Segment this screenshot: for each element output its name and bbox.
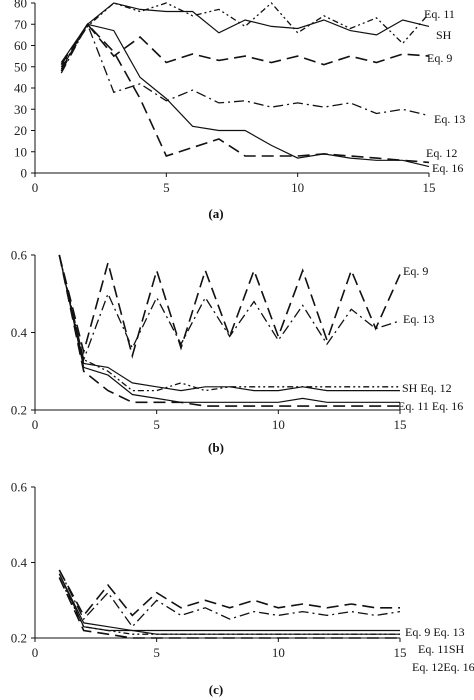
y-tick-label: 0.6 xyxy=(11,248,28,263)
series-line-eq-11 xyxy=(60,2,430,68)
x-tick-label: 10 xyxy=(272,417,285,432)
plot-a: 0 10 20 30 40 50 60 70 80 0 5 10 15 xyxy=(14,0,436,195)
series-line-sh xyxy=(58,254,400,392)
panel-a-label: (a) xyxy=(208,206,223,221)
series-line-eq-9 xyxy=(58,569,400,617)
x-tick-label: 5 xyxy=(153,417,160,432)
legend-b-eq13: Eq. 13 xyxy=(403,312,434,326)
series-line-eq-9 xyxy=(60,22,430,72)
series-line-eq-16 xyxy=(58,254,400,407)
legend-c-eq11-sh: Eq. 11SH xyxy=(418,642,465,656)
legend-a-eq13: Eq. 13 xyxy=(434,112,465,126)
series-line-eq-13 xyxy=(58,254,401,362)
y-tick-label: 40 xyxy=(14,81,27,96)
series-line-eq-16 xyxy=(60,23,430,168)
series-line-eq-13 xyxy=(58,569,401,628)
y-tick-label: 0.4 xyxy=(11,555,28,570)
x-tick-label: 5 xyxy=(163,180,170,195)
legend-c-eq12-eq16: Eq. 12Eq. 16 xyxy=(412,660,474,674)
plot-c: 0.2 0.4 0.6 0 5 10 15 xyxy=(11,480,407,661)
x-tick-label: 15 xyxy=(423,180,436,195)
panel-b: 0.2 0.4 0.6 0 5 10 15 Eq. 9 Eq. 13 SH Eq. 12 E… xyxy=(11,248,463,456)
x-tick-label: 0 xyxy=(32,417,39,432)
series-line-eq-11 xyxy=(58,254,400,403)
y-tick-label: 0.2 xyxy=(11,631,27,646)
panel-b-label: (b) xyxy=(208,440,224,455)
y-tick-label: 0.2 xyxy=(11,403,27,418)
series-line-eq-11 xyxy=(58,573,400,632)
series-line-eq-13 xyxy=(60,22,430,117)
legend-b-sh-eq12: SH Eq. 12 xyxy=(402,381,452,395)
legend-a-sh: SH xyxy=(436,28,452,42)
y-tick-label: 80 xyxy=(14,0,27,11)
panel-c-label: (c) xyxy=(209,682,223,697)
y-tick-label: 20 xyxy=(14,123,27,138)
legend-b-eq9: Eq. 9 xyxy=(403,264,428,278)
x-tick-label: 15 xyxy=(394,645,407,660)
y-tick-label: 70 xyxy=(14,17,27,32)
y-tick-label: 30 xyxy=(14,102,27,117)
x-tick-label: 10 xyxy=(291,180,304,195)
legend-a-eq9: Eq. 9 xyxy=(427,51,452,65)
y-tick-label: 60 xyxy=(14,38,27,53)
panel-c: 0.2 0.4 0.6 0 5 10 15 Eq. 9 Eq. 13 Eq. 11SH Eq… xyxy=(11,480,474,698)
legend-a-eq16: Eq. 16 xyxy=(432,161,463,175)
series-line-sh xyxy=(60,2,430,70)
x-tick-label: 5 xyxy=(153,645,160,660)
plot-b: 0.2 0.4 0.6 0 5 10 15 xyxy=(11,248,407,433)
legend-c-eq9-eq13: Eq. 9 Eq. 13 xyxy=(405,625,465,639)
x-tick-label: 15 xyxy=(394,417,407,432)
x-tick-label: 0 xyxy=(32,180,39,195)
y-tick-label: 0.6 xyxy=(11,480,28,495)
y-tick-label: 50 xyxy=(14,59,27,74)
y-tick-label: 10 xyxy=(14,144,27,159)
series-line-eq-12 xyxy=(58,577,400,635)
legend-a-eq11: Eq. 11 xyxy=(424,7,455,21)
series-line-eq-16 xyxy=(58,577,400,639)
x-tick-label: 0 xyxy=(32,645,39,660)
x-tick-label: 10 xyxy=(272,645,285,660)
series-line-eq-12 xyxy=(60,23,430,164)
y-tick-label: 0.4 xyxy=(11,325,28,340)
series-line-eq-9 xyxy=(58,254,401,359)
legend-b-eq11-eq16: Eq. 11 Eq. 16 xyxy=(398,399,463,413)
y-tick-label: 0 xyxy=(21,166,28,181)
legend-a-eq12: Eq. 12 xyxy=(426,146,457,160)
